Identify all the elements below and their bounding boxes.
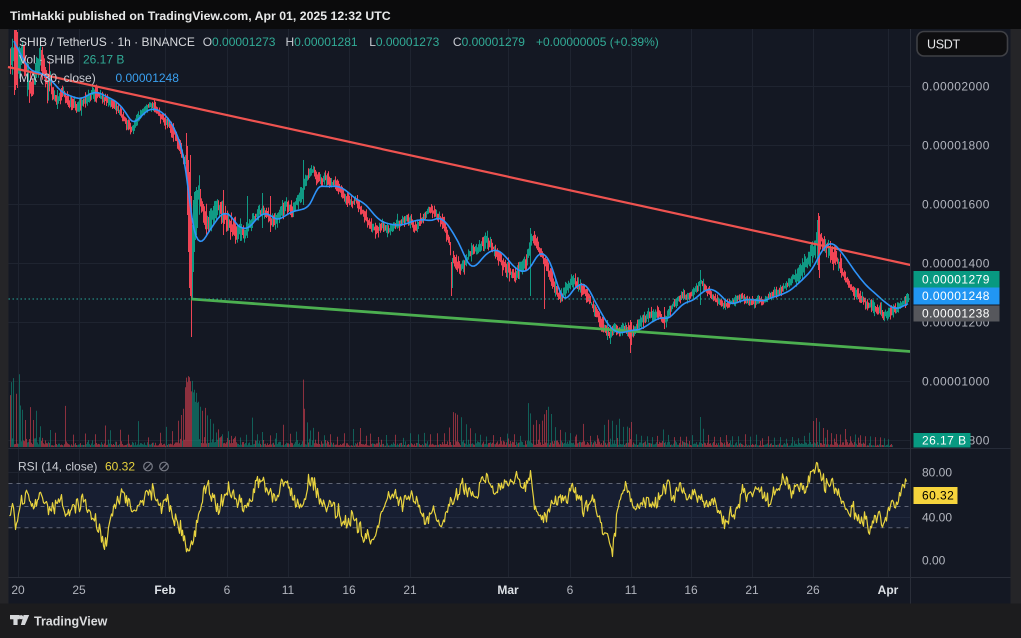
svg-text:L0.00001273: L0.00001273 bbox=[369, 35, 439, 49]
svg-text:25: 25 bbox=[72, 583, 86, 597]
svg-text:16: 16 bbox=[684, 583, 698, 597]
svg-text:0.00001600: 0.00001600 bbox=[922, 197, 990, 211]
svg-text:0.00001400: 0.00001400 bbox=[922, 256, 990, 270]
svg-text:Apr: Apr bbox=[878, 583, 899, 597]
svg-text:20: 20 bbox=[11, 583, 25, 597]
svg-text:16: 16 bbox=[342, 583, 356, 597]
svg-text:0.00001279: 0.00001279 bbox=[922, 272, 990, 286]
svg-text:0.00002000: 0.00002000 bbox=[922, 79, 990, 93]
svg-text:60.32: 60.32 bbox=[922, 489, 954, 503]
svg-text:26: 26 bbox=[806, 583, 820, 597]
svg-text:26.17 B: 26.17 B bbox=[922, 433, 967, 447]
svg-text:11: 11 bbox=[625, 583, 638, 597]
svg-text:0.00: 0.00 bbox=[922, 553, 946, 567]
svg-text:RSI (14, close): RSI (14, close) bbox=[18, 460, 97, 474]
svg-text:H0.00001281: H0.00001281 bbox=[286, 35, 358, 49]
svg-text:0.00001800: 0.00001800 bbox=[922, 138, 990, 152]
svg-text:MA (30, close): MA (30, close) bbox=[19, 71, 96, 85]
svg-text:60.32: 60.32 bbox=[105, 460, 135, 474]
svg-text:21: 21 bbox=[745, 583, 759, 597]
svg-text:0.00001238: 0.00001238 bbox=[922, 307, 990, 321]
svg-text:O0.00001273: O0.00001273 bbox=[203, 35, 276, 49]
svg-text:6: 6 bbox=[224, 583, 231, 597]
svg-text:Feb: Feb bbox=[154, 583, 175, 597]
svg-text:USDT: USDT bbox=[927, 37, 960, 51]
svg-text:26.17 B: 26.17 B bbox=[83, 53, 124, 67]
svg-text:C0.00001279: C0.00001279 bbox=[453, 35, 525, 49]
svg-text:Vol · SHIB: Vol · SHIB bbox=[19, 53, 74, 67]
svg-text:+0.00000005 (+0.39%): +0.00000005 (+0.39%) bbox=[536, 35, 659, 49]
svg-text:TimHakki published on TradingV: TimHakki published on TradingView.com, A… bbox=[10, 9, 391, 23]
svg-text:21: 21 bbox=[403, 583, 417, 597]
svg-text:11: 11 bbox=[282, 583, 295, 597]
svg-text:40.00: 40.00 bbox=[922, 510, 952, 524]
svg-text:80.00: 80.00 bbox=[922, 465, 952, 479]
svg-text:0.00001000: 0.00001000 bbox=[922, 374, 990, 388]
svg-text:6: 6 bbox=[567, 583, 574, 597]
svg-text:SHIB / TetherUS · 1h · BINANCE: SHIB / TetherUS · 1h · BINANCE bbox=[19, 35, 195, 49]
svg-text:Mar: Mar bbox=[497, 583, 519, 597]
svg-text:TradingView: TradingView bbox=[34, 615, 108, 629]
svg-text:0.00001248: 0.00001248 bbox=[922, 289, 990, 303]
svg-text:0.00001248: 0.00001248 bbox=[116, 71, 180, 85]
